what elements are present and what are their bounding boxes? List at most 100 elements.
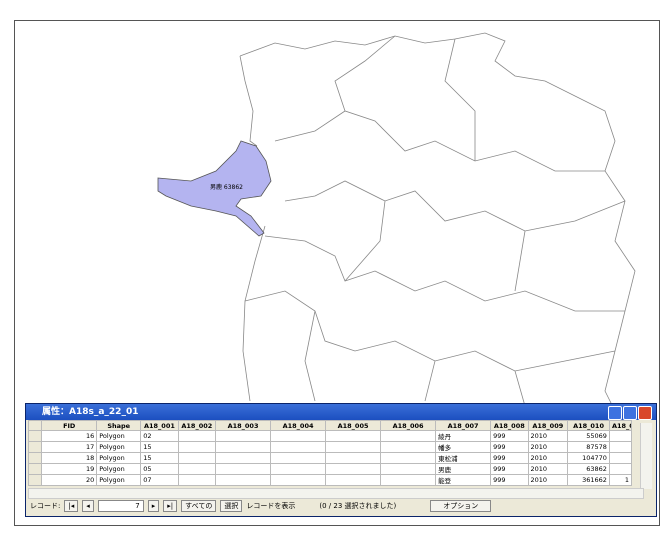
cell xyxy=(270,430,327,442)
cell xyxy=(325,441,382,453)
cell: Polygon xyxy=(96,441,142,453)
cell xyxy=(215,441,272,453)
cell: 1 xyxy=(608,474,633,486)
column-header: FID xyxy=(41,420,98,431)
cell: 55069 xyxy=(567,430,610,442)
column-header: A18_010 xyxy=(567,420,610,431)
row-selector xyxy=(27,430,43,442)
cell xyxy=(270,474,327,486)
cell xyxy=(215,430,272,442)
cell xyxy=(215,452,272,464)
cell: 能登 xyxy=(435,474,492,486)
cell: 16 xyxy=(41,430,98,442)
cell xyxy=(215,474,272,486)
next-button[interactable]: ▸ xyxy=(147,500,160,512)
column-header: A18_002 xyxy=(177,420,217,431)
cell xyxy=(177,430,217,442)
table-row[interactable]: 17 Polygon 15 幡多 999 2010 87578 xyxy=(27,441,633,453)
cell: 999 xyxy=(490,430,529,442)
cell: 2010 xyxy=(527,474,569,486)
cell xyxy=(177,452,217,464)
record-number[interactable]: 7 xyxy=(97,500,144,512)
column-header: Shape xyxy=(96,420,142,431)
close-button[interactable] xyxy=(638,406,652,420)
cell xyxy=(380,474,437,486)
cell xyxy=(380,463,437,475)
cell: 999 xyxy=(490,452,529,464)
cell: 19 xyxy=(41,463,98,475)
cell: 2010 xyxy=(527,430,569,442)
selected-button[interactable]: 選択 xyxy=(220,500,243,512)
column-header: A18_006 xyxy=(380,420,437,431)
column-header: A18_005 xyxy=(325,420,382,431)
map: 男鹿 63862 xyxy=(157,32,636,412)
cell xyxy=(608,452,633,464)
table-row[interactable]: 19 Polygon 05 男鹿 999 2010 63862 xyxy=(27,463,633,475)
options-button[interactable]: オプション xyxy=(430,500,492,512)
cell xyxy=(215,463,272,475)
cell: 63862 xyxy=(567,463,610,475)
cell xyxy=(270,463,327,475)
cell xyxy=(325,474,382,486)
maximize-button[interactable] xyxy=(623,406,637,420)
boundaries xyxy=(239,32,636,412)
column-header: A18_009 xyxy=(527,420,569,431)
cell: 綾丹 xyxy=(435,430,492,442)
last-button[interactable]: ▸| xyxy=(163,500,178,512)
attribute-table: FID Shape A18_001 A18_002 A18_003 A18_004 A18_… xyxy=(27,420,633,486)
cell: 18 xyxy=(41,452,98,464)
cell: 104770 xyxy=(567,452,610,464)
row-selector xyxy=(27,463,43,475)
cell: 999 xyxy=(490,474,529,486)
cell: 17 xyxy=(41,441,98,453)
vertical-scrollbar[interactable] xyxy=(640,423,652,489)
column-header: A18_001 xyxy=(140,420,179,431)
cell xyxy=(270,452,327,464)
table-row[interactable]: 16 Polygon 02 綾丹 999 2010 55069 xyxy=(27,430,633,442)
row-selector xyxy=(27,441,43,453)
cell: 361662 xyxy=(567,474,610,486)
cell xyxy=(325,430,382,442)
title-bar: 属性：A18s_a_22_01 xyxy=(26,404,656,420)
table-row[interactable]: 18 Polygon 15 東松浦 999 2010 104770 xyxy=(27,452,633,464)
row-selector xyxy=(27,452,43,464)
cell: 02 xyxy=(140,430,179,442)
cell xyxy=(380,452,437,464)
record-label: レコード: xyxy=(30,502,61,510)
cell: 2010 xyxy=(527,441,569,453)
cell xyxy=(380,441,437,453)
cell: 87578 xyxy=(567,441,610,453)
cell xyxy=(325,463,382,475)
cell: 07 xyxy=(140,474,179,486)
cell xyxy=(608,441,633,453)
header-row: FID Shape A18_001 A18_002 A18_003 A18_004 A18_… xyxy=(27,420,633,431)
cell: 男鹿 xyxy=(435,463,492,475)
first-button[interactable]: |◂ xyxy=(64,500,79,512)
column-header: A18_0 xyxy=(608,420,633,431)
cell: 999 xyxy=(490,441,529,453)
cell: 20 xyxy=(41,474,98,486)
cell xyxy=(270,441,327,453)
column-header: A18_008 xyxy=(490,420,529,431)
cell: 幡多 xyxy=(435,441,492,453)
cell: 2010 xyxy=(527,452,569,464)
column-header: A18_004 xyxy=(270,420,327,431)
cell xyxy=(177,463,217,475)
attribute-window: 属性：A18s_a_22_01 FID Shape A18_001 A18_002 A1… xyxy=(25,403,657,517)
selected-polygon[interactable] xyxy=(157,140,272,237)
window-title: 属性：A18s_a_22_01 xyxy=(42,407,139,417)
cell: 999 xyxy=(490,463,529,475)
map-frame: 男鹿 63862 xyxy=(14,20,660,526)
cell: 15 xyxy=(140,441,179,453)
cell xyxy=(177,441,217,453)
cell: Polygon xyxy=(96,452,142,464)
cell xyxy=(380,430,437,442)
show-all-button[interactable]: すべての xyxy=(181,500,217,512)
cell xyxy=(608,430,633,442)
minimize-button[interactable] xyxy=(608,406,622,420)
prev-button[interactable]: ◂ xyxy=(82,500,94,512)
cell: Polygon xyxy=(96,463,142,475)
cell xyxy=(177,474,217,486)
horizontal-scrollbar[interactable] xyxy=(28,488,644,499)
table-row[interactable]: 20 Polygon 07 能登 999 2010 361662 1 xyxy=(27,474,633,486)
